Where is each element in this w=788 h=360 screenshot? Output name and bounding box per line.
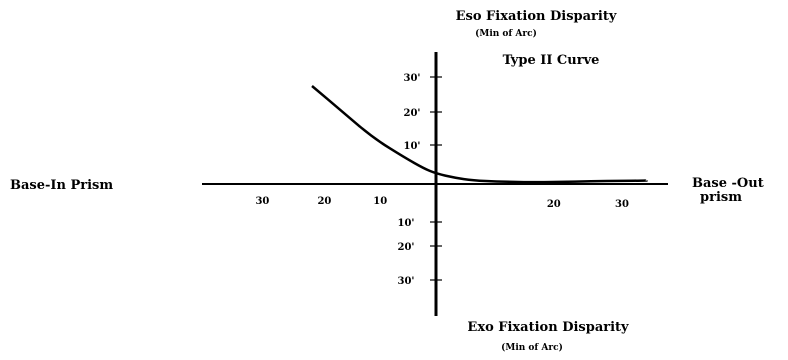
bottom-sublabel: (Min of Arc) <box>501 342 563 353</box>
y-tick-label-down-0: 10' <box>398 218 415 229</box>
x-tick-label-left-10: 10 <box>373 196 387 207</box>
chart-title: Type II Curve <box>503 53 600 68</box>
y-tick-label-up-0: 30' <box>404 73 421 84</box>
y-tick-label-down-2: 30' <box>398 276 415 287</box>
series-curve-0 <box>311 85 649 184</box>
x-tick-label-right-20: 20 <box>547 199 561 210</box>
y-tick-label-up-1: 20' <box>404 108 421 119</box>
left-label: Base-In Prism <box>10 178 113 193</box>
y-tick-label-down-1: 20' <box>398 242 415 253</box>
x-tick-label-left-20: 20 <box>317 196 331 207</box>
y-tick-label-up-2: 10' <box>404 141 421 152</box>
right-label-line1: Base -Out <box>692 176 764 191</box>
right-label-line2: prism <box>700 190 742 205</box>
x-tick-label-right-30: 30 <box>615 199 629 210</box>
bottom-label: Exo Fixation Disparity <box>467 320 629 335</box>
top-label: Eso Fixation Disparity <box>456 9 617 24</box>
top-sublabel: (Min of Arc) <box>475 28 537 39</box>
x-tick-label-left-30: 30 <box>255 196 269 207</box>
